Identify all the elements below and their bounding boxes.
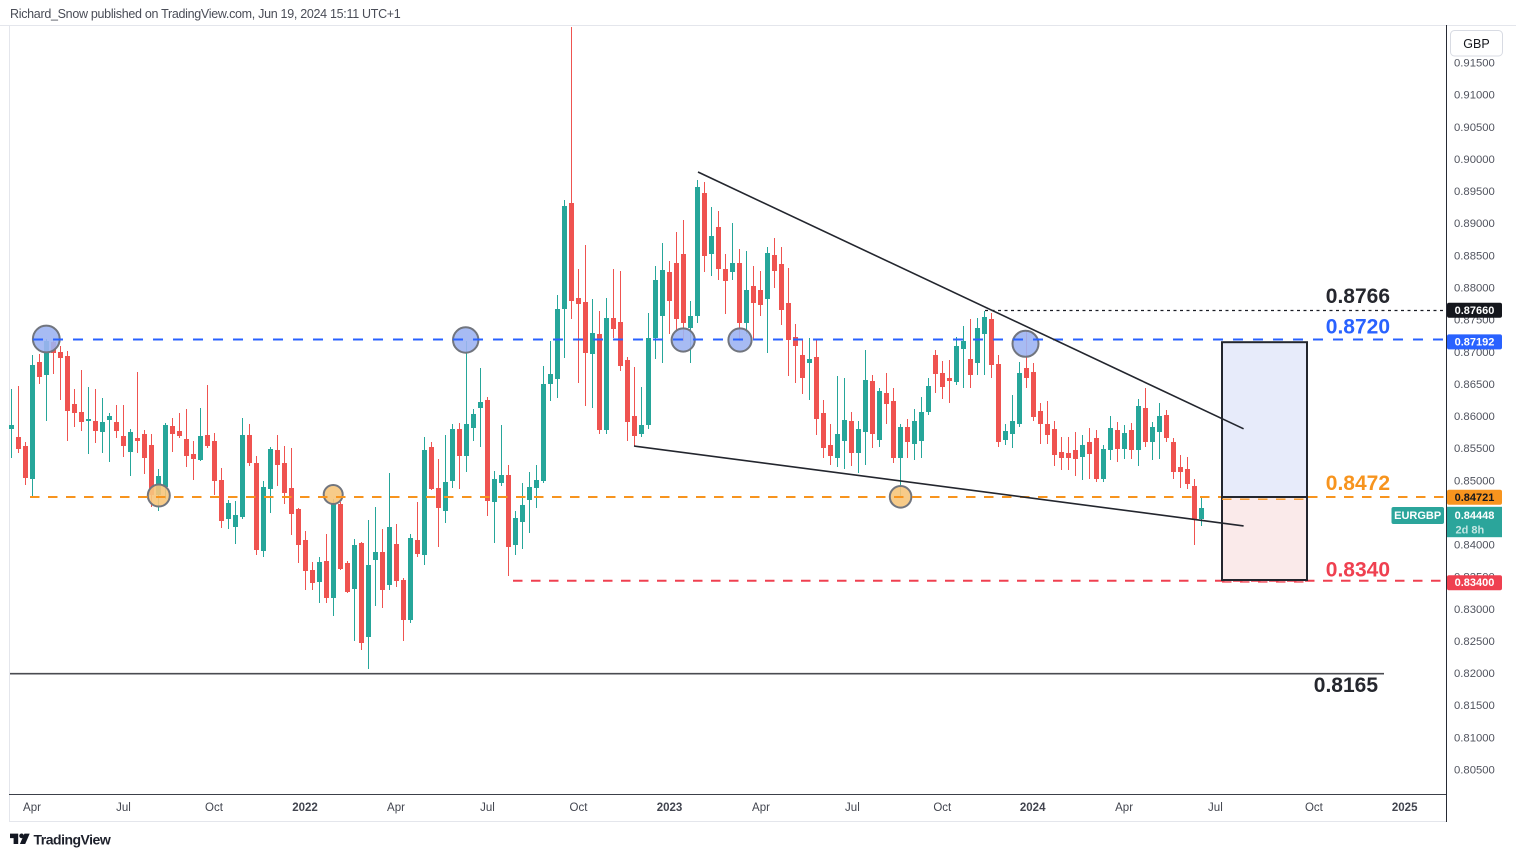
svg-text:0.84721: 0.84721 — [1455, 492, 1495, 504]
svg-text:0.90500: 0.90500 — [1454, 122, 1495, 134]
svg-text:0.86500: 0.86500 — [1454, 379, 1495, 391]
svg-text:0.87660: 0.87660 — [1455, 305, 1495, 317]
svg-text:0.91500: 0.91500 — [1454, 58, 1495, 70]
svg-text:0.86000: 0.86000 — [1454, 411, 1495, 423]
svg-text:0.8165: 0.8165 — [1314, 674, 1379, 697]
svg-text:2025: 2025 — [1392, 802, 1418, 814]
svg-text:Apr: Apr — [752, 802, 770, 814]
svg-text:Oct: Oct — [1305, 802, 1324, 814]
svg-text:0.8720: 0.8720 — [1326, 316, 1390, 339]
svg-text:EURGBP: EURGBP — [1394, 510, 1441, 522]
svg-text:0.87000: 0.87000 — [1454, 347, 1495, 359]
svg-text:0.81500: 0.81500 — [1454, 700, 1495, 712]
svg-text:0.82500: 0.82500 — [1454, 636, 1495, 648]
svg-text:0.91000: 0.91000 — [1454, 90, 1495, 102]
svg-text:0.81000: 0.81000 — [1454, 732, 1495, 744]
svg-text:0.89000: 0.89000 — [1454, 218, 1495, 230]
svg-text:2024: 2024 — [1020, 802, 1046, 814]
svg-text:0.80500: 0.80500 — [1454, 764, 1495, 776]
svg-text:Jul: Jul — [1208, 802, 1223, 814]
svg-text:0.85000: 0.85000 — [1454, 475, 1495, 487]
svg-text:0.85500: 0.85500 — [1454, 443, 1495, 455]
svg-text:0.8340: 0.8340 — [1326, 559, 1390, 582]
svg-text:Oct: Oct — [570, 802, 589, 814]
svg-text:2d 8h: 2d 8h — [1456, 525, 1485, 537]
svg-text:Apr: Apr — [1115, 802, 1133, 814]
svg-text:Jul: Jul — [845, 802, 860, 814]
svg-text:Oct: Oct — [933, 802, 952, 814]
svg-text:Jul: Jul — [116, 802, 131, 814]
svg-text:0.82000: 0.82000 — [1454, 668, 1495, 680]
svg-text:0.83400: 0.83400 — [1455, 577, 1495, 589]
svg-text:2022: 2022 — [292, 802, 318, 814]
svg-text:0.87192: 0.87192 — [1455, 336, 1495, 348]
svg-text:Oct: Oct — [205, 802, 224, 814]
svg-text:Apr: Apr — [23, 802, 41, 814]
svg-text:Apr: Apr — [387, 802, 405, 814]
svg-text:0.84448: 0.84448 — [1455, 510, 1495, 522]
svg-text:GBP: GBP — [1463, 37, 1489, 51]
svg-text:0.84000: 0.84000 — [1454, 540, 1495, 552]
svg-text:0.89500: 0.89500 — [1454, 186, 1495, 198]
svg-text:TradingView: TradingView — [34, 832, 111, 848]
svg-text:Richard_Snow published on Trad: Richard_Snow published on TradingView.co… — [10, 7, 401, 21]
svg-text:Jul: Jul — [480, 802, 495, 814]
svg-text:0.8472: 0.8472 — [1326, 472, 1390, 495]
svg-text:0.88000: 0.88000 — [1454, 283, 1495, 295]
svg-text:2023: 2023 — [657, 802, 683, 814]
svg-text:0.83000: 0.83000 — [1454, 604, 1495, 616]
svg-text:0.8766: 0.8766 — [1326, 285, 1390, 308]
svg-text:0.90000: 0.90000 — [1454, 154, 1495, 166]
svg-text:0.88500: 0.88500 — [1454, 250, 1495, 262]
